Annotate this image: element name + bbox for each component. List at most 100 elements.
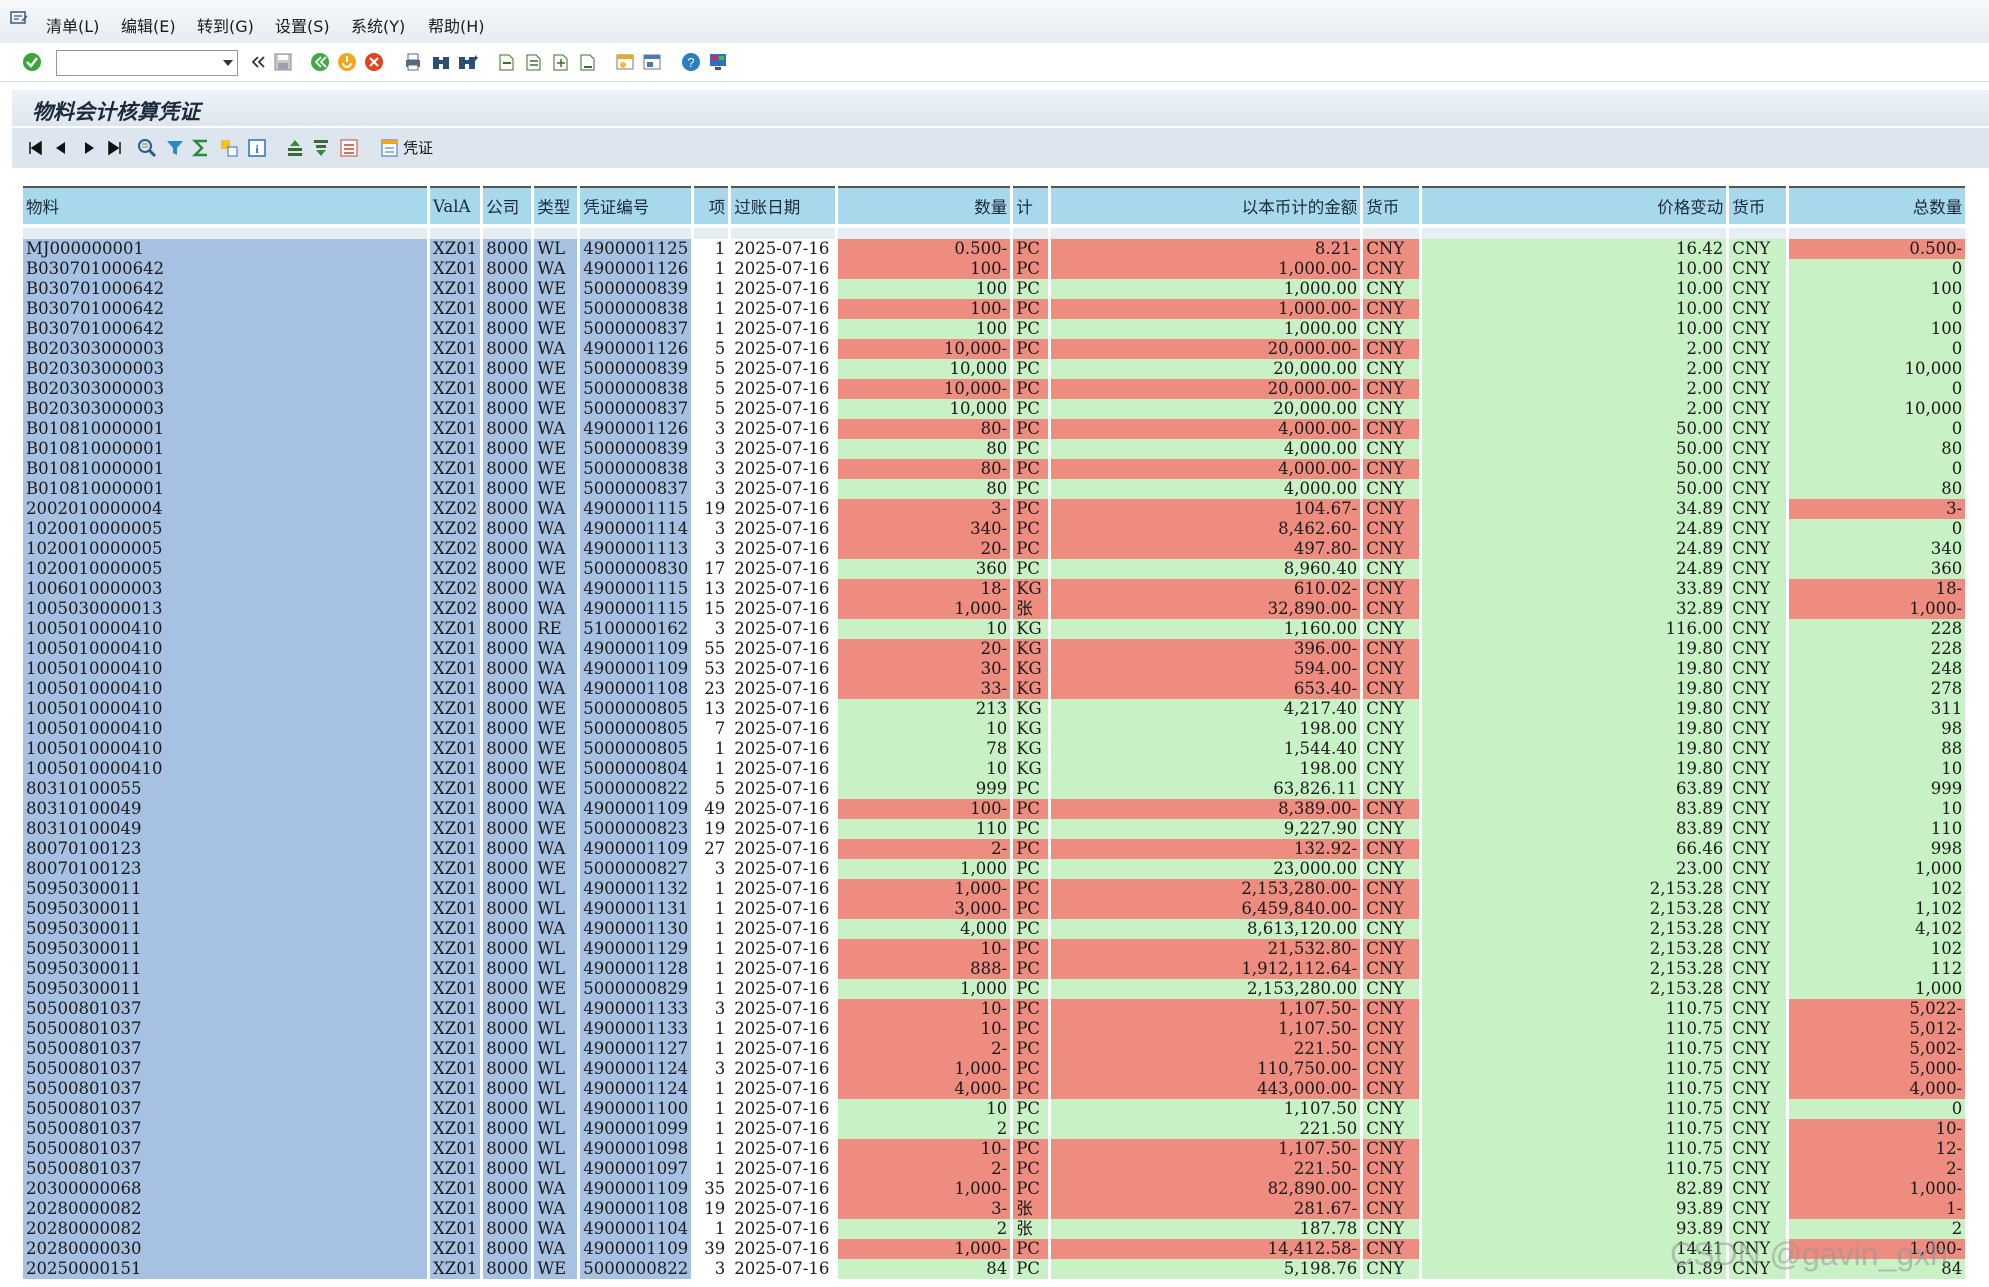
cell-vala[interactable]: XZ01: [430, 679, 481, 699]
cell-doc-number[interactable]: 4900001109: [580, 659, 692, 679]
cell-posting-date[interactable]: 2025-07-16: [731, 459, 836, 479]
cell-type[interactable]: WE: [534, 779, 578, 799]
cell-total-quantity[interactable]: 10,000: [1789, 359, 1966, 379]
cell-currency[interactable]: CNY: [1363, 1179, 1420, 1199]
cell-price-change[interactable]: 66.46: [1422, 839, 1727, 859]
cell-amount[interactable]: 21,532.80-: [1051, 939, 1361, 959]
cell-posting-date[interactable]: 2025-07-16: [731, 1159, 836, 1179]
cell-material[interactable]: 80310100049: [23, 799, 427, 819]
cell-company[interactable]: 8000: [483, 1159, 532, 1179]
cell-currency[interactable]: CNY: [1363, 819, 1420, 839]
cell-item[interactable]: 1: [694, 1119, 729, 1139]
sort-desc-icon[interactable]: [310, 137, 332, 159]
cell-price-change[interactable]: 50.00: [1422, 479, 1727, 499]
cell-item[interactable]: 5: [694, 779, 729, 799]
cell-type[interactable]: WA: [534, 639, 578, 659]
cell-currency-2[interactable]: CNY: [1729, 1239, 1787, 1259]
table-row[interactable]: B020303000003 XZ01 8000 WA 4900001126 5 2025-0…: [23, 339, 1966, 359]
cell-material[interactable]: 1005010000410: [23, 739, 427, 759]
cell-doc-number[interactable]: 4900001127: [580, 1039, 692, 1059]
cell-unit[interactable]: KG: [1013, 719, 1049, 739]
cell-company[interactable]: 8000: [483, 1219, 532, 1239]
cell-unit[interactable]: PC: [1013, 1039, 1049, 1059]
cell-item[interactable]: 1: [694, 899, 729, 919]
cell-posting-date[interactable]: 2025-07-16: [731, 339, 836, 359]
prev-page-icon[interactable]: [522, 51, 544, 73]
cell-type[interactable]: WA: [534, 799, 578, 819]
cell-unit[interactable]: PC: [1013, 1019, 1049, 1039]
col-header-currency-2[interactable]: 货币: [1729, 186, 1787, 228]
cell-vala[interactable]: XZ01: [430, 1159, 481, 1179]
cell-total-quantity[interactable]: 1,000: [1789, 859, 1966, 879]
cell-item[interactable]: 17: [694, 559, 729, 579]
cell-quantity[interactable]: 4,000: [838, 919, 1011, 939]
cell-price-change[interactable]: 14.41: [1422, 1239, 1727, 1259]
cell-price-change[interactable]: 16.42: [1422, 239, 1727, 259]
cell-price-change[interactable]: 23.00: [1422, 859, 1727, 879]
cell-total-quantity[interactable]: 340: [1789, 539, 1966, 559]
cell-unit[interactable]: PC: [1013, 1239, 1049, 1259]
cell-currency-2[interactable]: CNY: [1729, 399, 1787, 419]
cell-unit[interactable]: PC: [1013, 819, 1049, 839]
cell-currency-2[interactable]: CNY: [1729, 859, 1787, 879]
table-row[interactable]: B010810000001 XZ01 8000 WE 5000000837 3 2025-0…: [23, 479, 1966, 499]
cell-item[interactable]: 1: [694, 979, 729, 999]
cell-amount[interactable]: 82,890.00-: [1051, 1179, 1361, 1199]
cell-total-quantity[interactable]: 5,002-: [1789, 1039, 1966, 1059]
cell-vala[interactable]: XZ02: [430, 599, 481, 619]
cell-posting-date[interactable]: 2025-07-16: [731, 1119, 836, 1139]
cell-currency[interactable]: CNY: [1363, 759, 1420, 779]
cell-currency[interactable]: CNY: [1363, 1239, 1420, 1259]
cell-item[interactable]: 1: [694, 1079, 729, 1099]
cell-company[interactable]: 8000: [483, 499, 532, 519]
cell-company[interactable]: 8000: [483, 1259, 532, 1279]
cell-vala[interactable]: XZ01: [430, 979, 481, 999]
cell-quantity[interactable]: 84: [838, 1259, 1011, 1279]
cell-quantity[interactable]: 2-: [838, 1159, 1011, 1179]
cell-posting-date[interactable]: 2025-07-16: [731, 719, 836, 739]
cell-total-quantity[interactable]: 102: [1789, 879, 1966, 899]
cell-currency-2[interactable]: CNY: [1729, 499, 1787, 519]
cell-posting-date[interactable]: 2025-07-16: [731, 1079, 836, 1099]
cell-type[interactable]: WA: [534, 339, 578, 359]
table-row[interactable]: 1006010000003 XZ02 8000 WA 4900001115 13 2025-…: [23, 579, 1966, 599]
cell-currency-2[interactable]: CNY: [1729, 439, 1787, 459]
cell-price-change[interactable]: 83.89: [1422, 819, 1727, 839]
cell-type[interactable]: WE: [534, 319, 578, 339]
cell-material[interactable]: B030701000642: [23, 259, 427, 279]
cell-currency-2[interactable]: CNY: [1729, 419, 1787, 439]
cell-currency-2[interactable]: CNY: [1729, 459, 1787, 479]
cell-currency-2[interactable]: CNY: [1729, 1199, 1787, 1219]
cell-item[interactable]: 13: [694, 579, 729, 599]
cell-company[interactable]: 8000: [483, 379, 532, 399]
cell-currency[interactable]: CNY: [1363, 379, 1420, 399]
cell-item[interactable]: 13: [694, 699, 729, 719]
cell-vala[interactable]: XZ01: [430, 279, 481, 299]
cell-doc-number[interactable]: 4900001129: [580, 939, 692, 959]
export-icon[interactable]: [338, 137, 360, 159]
cell-currency[interactable]: CNY: [1363, 419, 1420, 439]
cell-price-change[interactable]: 110.75: [1422, 1059, 1727, 1079]
cell-vala[interactable]: XZ01: [430, 399, 481, 419]
cell-unit[interactable]: PC: [1013, 499, 1049, 519]
cell-item[interactable]: 1: [694, 319, 729, 339]
cell-total-quantity[interactable]: 311: [1789, 699, 1966, 719]
cell-material[interactable]: 50500801037: [23, 1099, 427, 1119]
cell-currency[interactable]: CNY: [1363, 399, 1420, 419]
cell-price-change[interactable]: 2.00: [1422, 399, 1727, 419]
cell-currency-2[interactable]: CNY: [1729, 799, 1787, 819]
cell-amount[interactable]: 221.50-: [1051, 1159, 1361, 1179]
cell-quantity[interactable]: 3-: [838, 1199, 1011, 1219]
cell-currency-2[interactable]: CNY: [1729, 579, 1787, 599]
subtotal-icon[interactable]: [218, 137, 240, 159]
cell-vala[interactable]: XZ01: [430, 1139, 481, 1159]
table-row[interactable]: 2002010000004 XZ02 8000 WA 4900001115 19 2025-…: [23, 499, 1966, 519]
cell-item[interactable]: 1: [694, 739, 729, 759]
cell-posting-date[interactable]: 2025-07-16: [731, 399, 836, 419]
cell-vala[interactable]: XZ01: [430, 1119, 481, 1139]
cell-material[interactable]: 80310100049: [23, 819, 427, 839]
cell-total-quantity[interactable]: 100: [1789, 319, 1966, 339]
sum-icon[interactable]: [190, 137, 212, 159]
cell-material[interactable]: 1005010000410: [23, 659, 427, 679]
cell-posting-date[interactable]: 2025-07-16: [731, 1259, 836, 1279]
